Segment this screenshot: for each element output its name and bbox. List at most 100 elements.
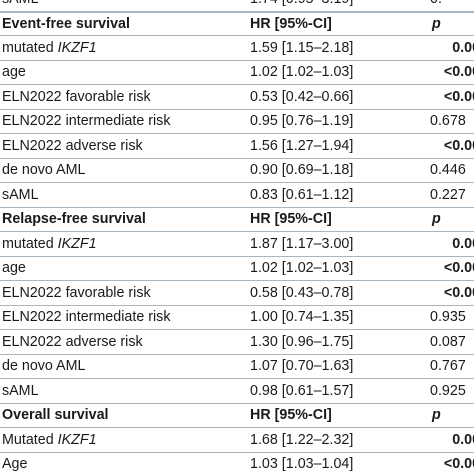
p-value: 0.446 [430,162,466,179]
variable-text: ELN2022 adverse risk [2,137,143,154]
p-column-header: p [432,211,441,228]
section-header-row: Overall survival HR [95%-CI] p [0,404,474,428]
variable-text: mutated [2,39,58,56]
variable-text: de novo AML [2,162,86,179]
table-row: ELN2022 intermediate risk 0.95 [0.76–1.19… [0,110,474,134]
variable-label: age [2,261,26,275]
hazard-ratio-value: 0.98 [0.61–1.57] [250,382,354,399]
table-row: ELN2022 intermediate risk 1.00 [0.74–1.35… [0,306,474,330]
hazard-ratio-value: 1.68 [1.22–2.32] [250,431,354,448]
table-row: mutated IKZF1 1.87 [1.17–3.00] 0.009 [0,232,474,257]
hazard-ratio-value: 1.74 [0.95–3.19] [250,0,353,6]
variable-label: sAML [2,186,39,203]
p-value: 0.935 [430,309,466,326]
p-value: 0. [430,0,442,6]
hazard-ratio-value: 1.07 [0.70–1.63] [250,358,354,375]
p-value: 0.678 [430,113,466,130]
table-row: age 1.02 [1.02–1.03] <0.001 [0,257,474,281]
p-value: <0.001 [443,137,474,154]
variable-label: age [2,65,26,79]
p-value: 0.227 [430,186,466,203]
p-value: 0.767 [430,358,466,375]
hr-column-header: HR [95%-CI] [250,407,332,424]
hazard-ratio-value: 1.30 [0.96–1.75] [250,333,354,350]
section-title: Overall survival [2,407,109,424]
table-row: sAML 0.98 [0.61–1.57] 0.925 [0,379,474,404]
hazard-ratio-value: 1.00 [0.74–1.35] [250,309,354,326]
variable-text: ELN2022 adverse risk [2,333,143,350]
gene-name: IKZF1 [57,39,97,56]
variable-label: ELN2022 favorable risk [2,88,151,105]
p-column-header: p [432,15,441,32]
section-header-row: Event-free survival HR [95%-CI] p [0,11,474,36]
variable-label: ELN2022 favorable risk [2,284,151,301]
p-value: 0.004 [452,39,474,56]
variable-text: ELN2022 intermediate risk [2,113,171,130]
p-value: <0.001 [443,260,474,277]
p-value: <0.001 [443,456,474,473]
section-title: Relapse-free survival [2,211,146,228]
variable-text: ELN2022 favorable risk [2,284,151,301]
table-row: mutated IKZF1 1.59 [1.15–2.18] 0.004 [0,36,474,61]
hazard-ratio-value: 1.87 [1.17–3.00] [250,235,354,252]
variable-label: sAML [2,382,39,399]
variable-label: mutated IKZF1 [2,39,97,56]
table-row: ELN2022 favorable risk 0.53 [0.42–0.66] <0… [0,85,474,110]
hazard-ratio-value: 0.58 [0.43–0.78] [250,284,354,301]
table-row: de novo AML 0.90 [0.69–1.18] 0.446 [0,159,474,183]
variable-label: mutated IKZF1 [2,235,97,252]
variable-text: Mutated [2,431,58,448]
hr-column-header: HR [95%-CI] [250,211,332,228]
gene-name: IKZF1 [57,431,97,448]
variable-label: ELN2022 intermediate risk [2,114,170,128]
hazard-ratio-value: 1.02 [1.02–1.03] [250,64,354,81]
variable-label: sAML [2,0,39,6]
table-row: Age 1.03 [1.03–1.04] <0.001 [0,453,474,474]
hazard-ratio-value: 0.53 [0.42–0.66] [250,88,354,105]
p-value: 0.002 [452,431,474,448]
section-header-row: Relapse-free survival HR [95%-CI] p [0,208,474,232]
variable-text: sAML [2,382,39,399]
gene-name: IKZF1 [57,235,97,252]
variable-label: ELN2022 intermediate risk [2,310,170,324]
hazard-ratio-value: 0.95 [0.76–1.19] [250,113,354,130]
variable-text: age [2,260,26,277]
variable-text: de novo AML [2,358,86,375]
table-row: age 1.02 [1.02–1.03] <0.001 [0,61,474,85]
p-value: 0.087 [430,333,466,350]
table-row: sAML 0.83 [0.61–1.12] 0.227 [0,183,474,208]
table-row: ELN2022 adverse risk 1.30 [0.96–1.75] 0.08… [0,330,474,355]
variable-label: de novo AML [2,163,85,177]
table-row: de novo AML 1.07 [0.70–1.63] 0.767 [0,355,474,379]
table-row: Mutated IKZF1 1.68 [1.22–2.32] 0.002 [0,428,474,453]
hazard-ratio-value: 1.02 [1.02–1.03] [250,260,354,277]
variable-label: ELN2022 adverse risk [2,137,143,154]
hazard-ratio-value: 1.59 [1.15–2.18] [250,39,354,56]
table-row: ELN2022 favorable risk 0.58 [0.43–0.78] <0… [0,281,474,306]
variable-text: Age [2,456,28,473]
variable-label: de novo AML [2,359,85,373]
variable-text: ELN2022 favorable risk [2,88,151,105]
variable-label: Age [2,457,27,471]
variable-text: age [2,64,26,81]
table-row: ELN2022 adverse risk 1.56 [1.27–1.94] <0.0… [0,134,474,159]
p-column-header: p [432,407,441,424]
hazard-ratio-value: 0.83 [0.61–1.12] [250,186,354,203]
section-title: Event-free survival [2,15,130,32]
p-value: <0.001 [443,88,474,105]
variable-label: ELN2022 adverse risk [2,333,143,350]
variable-label: Mutated IKZF1 [2,431,97,448]
hr-column-header: HR [95%-CI] [250,15,332,32]
variable-text: ELN2022 intermediate risk [2,309,171,326]
variable-text: sAML [2,186,39,203]
hazard-ratio-value: 0.90 [0.69–1.18] [250,162,354,179]
p-value: 0.925 [430,382,466,399]
variable-text: mutated [2,235,58,252]
hazard-ratio-value: 1.56 [1.27–1.94] [250,137,354,154]
variable-text: sAML [2,0,39,7]
p-value: <0.001 [443,284,474,301]
hazard-ratio-value: 1.03 [1.03–1.04] [250,456,354,473]
p-value: <0.001 [443,64,474,81]
p-value: 0.009 [452,235,474,252]
